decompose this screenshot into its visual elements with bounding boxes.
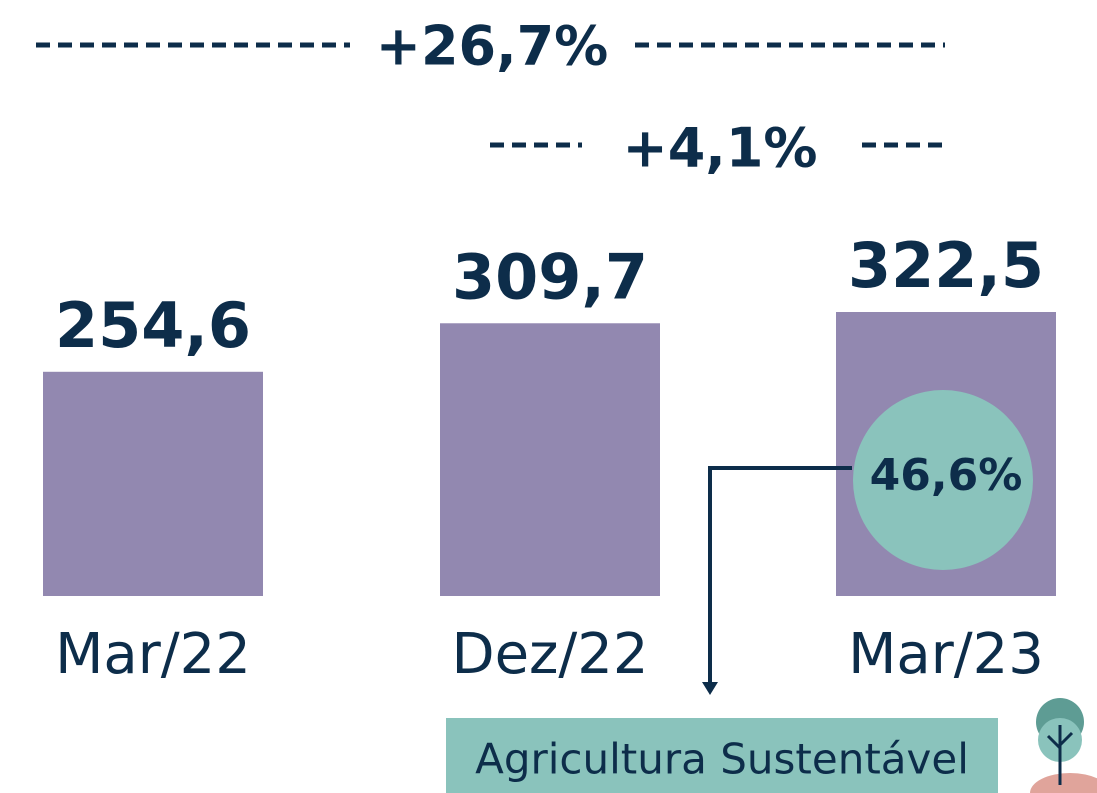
value-label: 254,6 [55, 289, 251, 362]
bar [43, 371, 263, 596]
annotation: 46,6% [870, 450, 1023, 501]
category-label: Mar/23 [848, 622, 1044, 687]
tree-icon [1030, 698, 1097, 793]
bar [440, 323, 660, 596]
connector [708, 466, 852, 685]
share-circle [853, 390, 1033, 570]
category-label: Mar/22 [55, 622, 251, 687]
value-label: 309,7 [452, 240, 648, 313]
value-label: 322,5 [848, 229, 1044, 302]
annotation: +4,1% [622, 117, 817, 180]
annotation: Agricultura Sustentável [475, 735, 969, 784]
category-label: Dez/22 [451, 622, 648, 687]
annotation: +26,7% [376, 15, 609, 78]
arrow-head [702, 682, 718, 695]
label-box [446, 718, 998, 793]
bars: 254,6 Mar/22 309,7 Dez/22 322,5 Mar/23 [43, 229, 1056, 687]
